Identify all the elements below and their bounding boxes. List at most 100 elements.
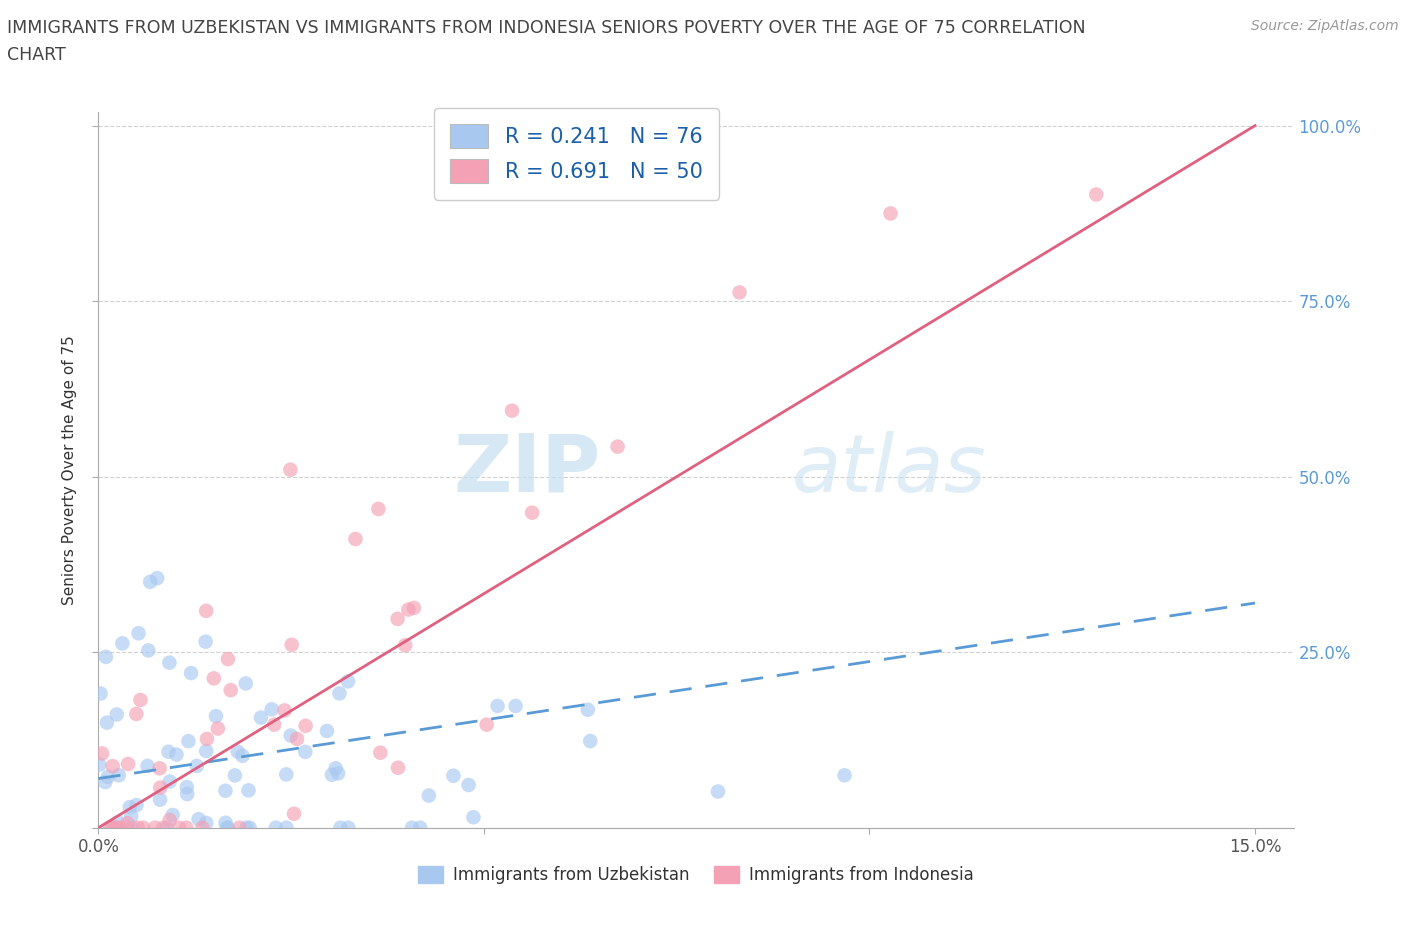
Point [194,634,217,649]
Point [387,611,409,626]
Point [176,787,198,802]
Point [280,462,302,477]
Point [146,571,169,586]
Point [139,575,162,590]
Point [118,800,141,815]
Point [101,820,124,835]
Point [125,707,148,722]
Point [107,815,129,830]
Point [231,749,253,764]
Point [121,820,143,835]
Point [294,744,316,759]
Point [879,206,901,220]
Point [576,702,599,717]
Point [115,820,138,835]
Point [132,820,155,835]
Point [108,768,131,783]
Point [387,761,409,776]
Point [505,698,527,713]
Point [108,820,131,835]
Point [195,744,218,759]
Text: Source: ZipAtlas.com: Source: ZipAtlas.com [1251,19,1399,33]
Point [285,732,308,747]
Point [294,718,316,733]
Point [325,761,347,776]
Point [217,820,239,835]
Point [136,759,159,774]
Point [226,744,249,759]
Point [214,783,236,798]
Point [264,820,287,835]
Point [205,709,228,724]
Point [238,783,260,798]
Point [321,767,343,782]
Point [156,820,179,835]
Text: atlas: atlas [792,431,987,509]
Point [157,656,180,671]
Point [127,820,149,835]
Point [157,744,180,759]
Point [276,767,298,782]
Point [475,717,498,732]
Point [176,779,198,794]
Point [280,637,302,652]
Point [396,602,419,617]
Point [217,820,239,835]
Point [101,759,124,774]
Text: CHART: CHART [7,46,66,64]
Point [217,652,239,667]
Point [1085,187,1108,202]
Point [235,676,257,691]
Point [280,728,302,743]
Point [105,820,128,835]
Point [316,724,339,738]
Point [167,820,190,835]
Point [235,820,257,835]
Point [129,693,152,708]
Point [97,769,120,784]
Point [418,788,440,803]
Point [224,768,246,783]
Point [283,806,305,821]
Point [180,666,202,681]
Point [176,820,198,835]
Point [239,820,262,835]
Point [94,775,117,790]
Point [143,820,166,835]
Point [501,404,523,418]
Point [394,638,416,653]
Y-axis label: Seniors Poverty Over the Age of 75: Seniors Poverty Over the Age of 75 [62,335,77,604]
Point [159,774,181,789]
Point [105,707,128,722]
Point [263,717,285,732]
Point [443,768,465,783]
Point [276,820,298,835]
Point [91,746,114,761]
Point [214,816,236,830]
Point [579,734,602,749]
Point [117,816,139,830]
Point [104,820,127,835]
Point [520,505,543,520]
Point [219,683,242,698]
Point [202,671,225,685]
Point [329,820,352,835]
Point [186,759,208,774]
Point [90,686,112,701]
Point [402,601,425,616]
Point [834,768,856,783]
Point [166,747,188,762]
Point [367,501,389,516]
Point [707,784,730,799]
Point [344,532,367,547]
Point [195,732,218,747]
Point [409,820,432,835]
Point [328,686,350,701]
Point [89,757,111,772]
Point [337,674,360,689]
Point [337,820,360,835]
Point [463,810,485,825]
Point [401,820,423,835]
Point [260,702,283,717]
Point [228,820,250,835]
